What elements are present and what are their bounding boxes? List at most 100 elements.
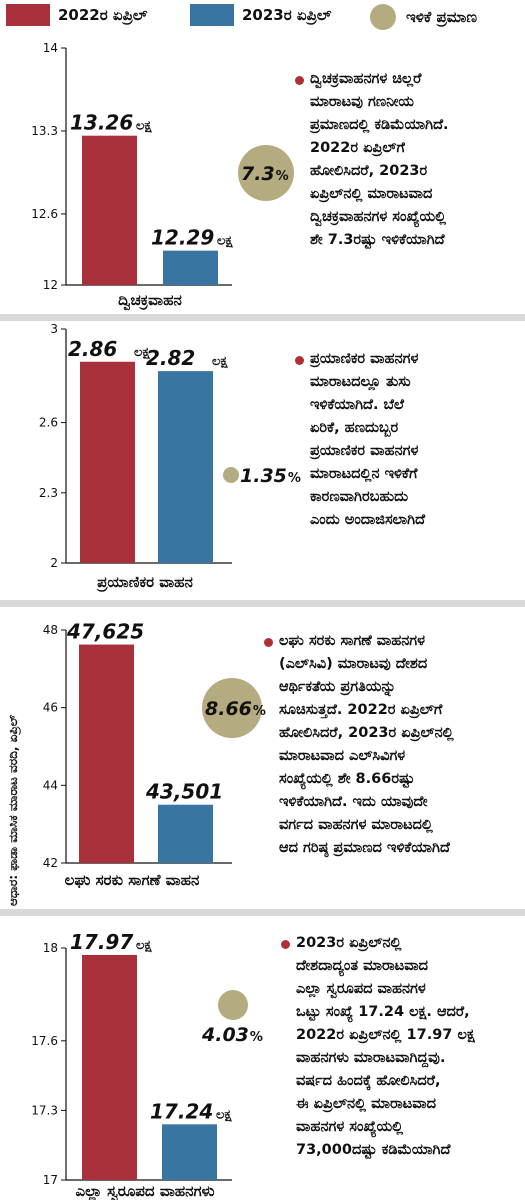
decline-circle: [202, 678, 262, 738]
y-tick-label: 2: [50, 556, 58, 570]
category-label: ಪ್ರಯಾಣಿಕರ ವಾಹನ: [96, 573, 193, 592]
note-line: ಆರ್ಥಿಕತೆಯ ಪ್ರಗತಿಯನ್ನು: [279, 679, 396, 695]
note-lcv: ಲಘು ಸರಕು ಸಾಗಣೆ ವಾಹನಗಳ (ಎಲ್‌ಸಿವಿ) ಮಾರಾಟವು …: [264, 630, 454, 860]
decline-circle: [223, 467, 239, 483]
bullet-icon: [281, 940, 290, 949]
note-line: ಮಾರಾಟದಲ್ಲಿನ ಇಳಿಕೆಗೆ: [310, 466, 418, 482]
data-label: 17.24: [150, 1099, 213, 1123]
note-line: ಲಘು ಸರಕು ಸಾಗಣೆ ವಾಹನಗಳ: [279, 633, 426, 649]
category-label: ದ್ವಿಚಕ್ರವಾಹನ: [118, 291, 182, 311]
note-line: ವಾಹನಗಳ ಸಂಖ್ಯೆಯಲ್ಲಿ: [296, 1119, 404, 1135]
y-tick-label: 2.6: [39, 416, 58, 430]
note-line: ಸೂಚಿಸುತ್ತದೆ. 2022ರ ಏಪ್ರಿಲ್‌ಗೆ: [279, 702, 443, 718]
decline-value: 1.35: [240, 465, 287, 487]
data-label: 47,625: [66, 620, 144, 644]
y-tick-label: 46: [43, 701, 58, 715]
legend: 2022ರ ಏಪ್ರಿಲ್ 2023ರ ಏಪ್ರಿಲ್ ಇಳಿಕೆ ಪ್ರಮಾಣ: [0, 0, 525, 30]
y-tick-label: 17: [43, 1173, 58, 1187]
decline-percent-sign: %: [276, 169, 289, 184]
note-line: (ಎಲ್‌ಸಿವಿ) ಮಾರಾಟವು ದೇಶದ: [279, 656, 428, 672]
y-tick-label: 2.3: [39, 486, 58, 500]
data-label: 12.29: [151, 226, 214, 250]
y-tick-label: 17.3: [31, 1103, 58, 1117]
legend-label-2022: 2022ರ ಏಪ್ರಿಲ್: [58, 6, 148, 24]
note-line: 2022ರ ಏಪ್ರಿಲ್‌ನಲ್ಲಿ 17.97 ಲಕ್ಷ: [296, 1027, 475, 1043]
decline-value: 7.3: [241, 163, 275, 185]
data-label: 2.82: [146, 346, 195, 370]
legend-item-2022: 2022ರ ಏಪ್ರಿಲ್: [6, 4, 147, 26]
bar-2023: [158, 371, 213, 563]
note-passenger-vehicle: ಪ್ರಯಾಣಿಕರ ವಾಹನಗಳ ಮಾರಾಟದಲ್ಲೂ ತುಸು ಇಳಿಕೆಯಾಗಿ…: [295, 348, 426, 532]
note-line: ಪ್ರಯಾಣಿಕರ ವಾಹನಗಳ: [310, 351, 419, 367]
decline-circle: [218, 990, 248, 1020]
y-tick-label: 14: [43, 41, 58, 55]
legend-item-decline: ಇಳಿಕೆ ಪ್ರಮಾಣ: [370, 4, 477, 30]
decline-value: 4.03: [201, 1024, 249, 1046]
note-line: ಏರಿಕೆ, ಹಣದುಬ್ಬರ: [310, 420, 399, 436]
chart-passenger-vehicle: 32.62.322.86 ಲಕ್ಷ2.82 ಲಕ್ಷಪ್ರಯಾಣಿಕರ ವಾಹನ1.…: [39, 322, 301, 592]
section-all-vehicles: 18 17.6 17.3 17 17.97 ಲಕ್ಷ 17.24 ಲಕ್ಷ ಎಲ್ಲಾ ಸ್ವರ…: [0, 916, 525, 1200]
bullet-icon: [264, 638, 273, 647]
y-tick-label: 12.6: [31, 207, 58, 221]
section-lcv: 48 46 44 42 47,625 43,501 ಲಘು ಸರಕು ಸಾಗಣೆ ವಾಹನ 8…: [0, 607, 525, 909]
data-label-unit: ಲಕ್ಷ: [212, 354, 228, 369]
data-label-unit: ಲಕ್ಷ: [217, 234, 233, 249]
note-line: ಈ ಏಪ್ರಿಲ್‌ನಲ್ಲಿ ಮಾರಾಟವಾದ: [296, 1096, 437, 1112]
note-line: ಏಪ್ರಿಲ್‌ನಲ್ಲಿ ಮಾರಾಟವಾದ: [310, 186, 433, 202]
bar-2022: [82, 135, 137, 285]
data-label: 43,501: [145, 780, 223, 804]
note-line: ವರ್ಷದ ಹಿಂದಕ್ಕೆ ಹೋಲಿಸಿದರೆ,: [296, 1073, 441, 1089]
source-note-text: ಆಧಾರ: ಫಾಡಾ ಮಾಸಿಕ ಮಾರಾಟ ವರದಿ, ಏಪ್ರಿಲ್: [6, 714, 21, 906]
note-two-wheeler: ದ್ವಿಚಕ್ರವಾಹನಗಳ ಚಿಲ್ಲರೆ ಮಾರಾಟವು ಗಣನೀಯ ಪ್ರಮಾ…: [295, 68, 449, 252]
note-line: ಸಂಖ್ಯೆಯಲ್ಲಿ ಶೇ 8.66ರಷ್ಟು: [279, 771, 415, 787]
bar-2023: [162, 1124, 217, 1180]
source-note: ಆಧಾರ: ಫಾಡಾ ಮಾಸಿಕ ಮಾರಾಟ ವರದಿ, ಏಪ್ರಿಲ್: [6, 714, 21, 906]
bar-2023: [158, 804, 213, 863]
bar-2022: [79, 644, 134, 863]
y-tick-label: 44: [43, 778, 58, 792]
bullet-icon: [295, 356, 304, 365]
note-line: ಮಾರಾಟದಲ್ಲೂ ತುಸು: [310, 374, 411, 390]
note-line: ಪ್ರಮಾಣದಲ್ಲಿ ಕಡಿಮೆಯಾಗಿದೆ.: [310, 117, 449, 133]
note-line: 73,000ದಷ್ಟು ಕಡಿಮೆಯಾಗಿದೆ: [296, 1142, 451, 1158]
y-tick-label: 48: [43, 623, 58, 637]
data-label-unit: ಲಕ್ಷ: [216, 1107, 232, 1122]
y-tick-label: 17.6: [31, 1034, 58, 1048]
bar-2022: [82, 954, 137, 1180]
note-line: 2022ರ ಏಪ್ರಿಲ್‌ಗೆ: [310, 140, 405, 156]
category-label: ಎಲ್ಲಾ ಸ್ವರೂಪದ ವಾಹನಗಳು: [75, 1182, 214, 1200]
decline-circle: [238, 145, 294, 201]
bullet-icon: [295, 76, 304, 85]
note-line: ದ್ವಿಚಕ್ರವಾಹನಗಳ ಸಂಖ್ಯೆಯಲ್ಲಿ: [310, 209, 447, 225]
note-line: ದೇಶದಾದ್ಯಂತ ಮಾರಾಟವಾದ: [296, 958, 429, 974]
section-two-wheeler: 14 13.3 12.6 12 13.26 ಲಕ್ಷ 12.29 ಲಕ್ಷ ದ್ವಿಚಕ್ರವಾ…: [0, 30, 525, 315]
bar-2023: [163, 250, 218, 285]
section-divider: [0, 600, 525, 607]
note-line: ಮಾರಾಟವಾದ ಎಲ್‌ಸಿವಿಗಳ: [279, 748, 406, 764]
note-line: ವರ್ಗದ ವಾಹನಗಳ ಮಾರಾಟದಲ್ಲಿ: [279, 817, 433, 833]
note-line: ಎಲ್ಲಾ ಸ್ವರೂಪದ ವಾಹನಗಳ: [296, 981, 426, 997]
y-tick-label: 3: [50, 322, 58, 336]
data-label: 17.97: [70, 930, 133, 954]
decline-percent-sign: %: [253, 704, 266, 719]
note-line: ಆದ ಗರಿಷ್ಠ ಪ್ರಮಾಣದ ಇಳಿಕೆಯಾಗಿದೆ: [279, 840, 450, 856]
data-label: 13.26: [70, 111, 133, 135]
section-divider: [0, 314, 525, 321]
data-label-unit: ಲಕ್ಷ: [136, 938, 152, 953]
data-label-unit: ಲಕ್ಷ: [134, 345, 150, 360]
note-all-vehicles: 2023ರ ಏಪ್ರಿಲ್‌ನಲ್ಲಿ ದೇಶದಾದ್ಯಂತ ಮಾರಾಟವಾದ ಎಲ…: [281, 932, 475, 1162]
y-tick-label: 42: [43, 856, 58, 870]
y-tick-label: 13.3: [31, 124, 58, 138]
section-passenger-vehicle: 3 2.6 2.3 2 2.86 ಲಕ್ಷ 2.82 ಲಕ್ಷ ಪ್ರಯಾಣಿಕರ ವಾಹನ 1.…: [0, 321, 525, 600]
note-line: ಒಟ್ಟು ಸಂಖ್ಯೆ 17.24 ಲಕ್ಷ. ಆದರೆ,: [296, 1004, 470, 1020]
note-line: ಕಾರಣವಾಗಿರಬಹುದು: [310, 489, 409, 505]
note-line: ಪ್ರಯಾಣಿಕರ ವಾಹನಗಳ: [310, 443, 419, 459]
decline-percent-sign: %: [250, 1030, 263, 1045]
legend-label-decline: ಇಳಿಕೆ ಪ್ರಮಾಣ: [406, 8, 477, 26]
section-divider: [0, 909, 525, 916]
note-line: ಎಂದು ಅಂದಾಜಿಸಲಾಗಿದೆ: [310, 512, 426, 528]
decline-percent-sign: %: [288, 471, 301, 486]
note-line: ದ್ವಿಚಕ್ರವಾಹನಗಳ ಚಿಲ್ಲರೆ: [310, 71, 422, 87]
